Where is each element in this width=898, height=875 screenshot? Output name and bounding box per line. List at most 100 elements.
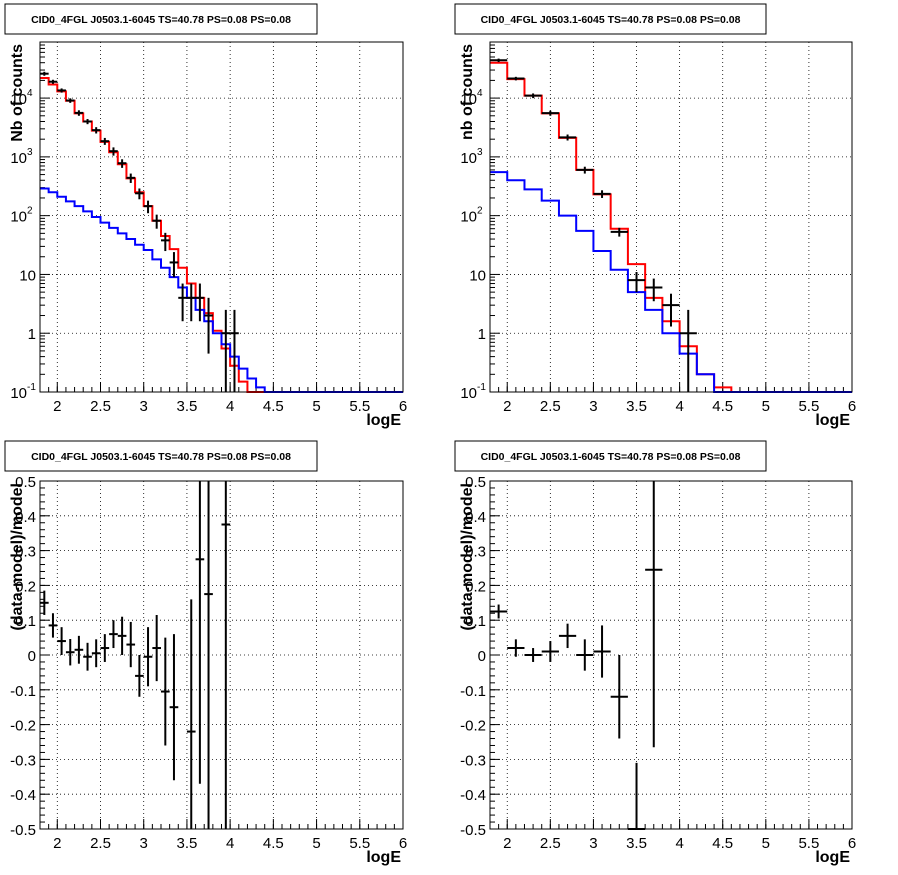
data-point: [195, 481, 205, 784]
data-point: [221, 481, 231, 829]
x-tick-label: 6: [848, 835, 856, 852]
x-tick-label: 2: [503, 835, 511, 852]
data-point: [593, 625, 611, 678]
x-tick-label: 2: [53, 835, 61, 852]
chart-title: CID0_4FGL J0503.1-6045 TS=40.78 PS=0.08 …: [31, 451, 291, 463]
y-tick-label: 1: [478, 326, 486, 343]
data-point: [109, 620, 118, 649]
y-tick-label: 0.5: [465, 474, 486, 491]
x-tick-label: 2.5: [540, 835, 561, 852]
x-tick-label: 6: [399, 835, 407, 852]
y-tick-label: 0: [28, 648, 36, 665]
data-point: [178, 283, 187, 322]
plot-frame: [39, 480, 404, 830]
data-point: [161, 637, 170, 746]
data-point: [100, 137, 110, 145]
data-point: [558, 623, 577, 649]
data-point: [490, 604, 508, 619]
x-tick-label: 5.5: [798, 835, 819, 852]
data-point: [100, 634, 110, 662]
y-tick-label-exponent: 4: [27, 88, 33, 99]
y-tick-label: 10: [19, 267, 36, 284]
y-tick-label-base: 10: [460, 150, 477, 167]
data-point: [204, 297, 213, 354]
data-point: [507, 639, 525, 657]
chart-title: CID0_4FGL J0503.1-6045 TS=40.78 PS=0.08 …: [481, 14, 741, 26]
data-point: [524, 93, 542, 99]
data-point: [126, 173, 136, 183]
y-tick-label: 0.1: [465, 613, 486, 630]
y-tick-label: 0.2: [15, 578, 36, 595]
y-tick-label: 1: [28, 326, 36, 343]
x-tick-label: 3.5: [176, 398, 197, 415]
data-point: [541, 641, 559, 662]
panel-bottom-left: 2 2.5 3 3.5 4 4.5 5 5.5 6 -0.5 -0.4 -0.3 -0.2 -0.1 0 0.…: [4, 440, 407, 866]
y-tick-label-base: 10: [10, 385, 27, 402]
data-point: [83, 642, 92, 671]
x-tick-label: 5.5: [349, 835, 370, 852]
data-point: [117, 159, 127, 168]
y-tick-label: -0.3: [10, 752, 36, 769]
x-tick-label: 4.5: [263, 835, 284, 852]
title-box: [4, 3, 318, 35]
x-tick-label: 3: [140, 835, 148, 852]
y-tick-label-base: 10: [460, 91, 477, 108]
y-axis-label: (data-model)/model: [459, 483, 476, 631]
x-tick-label: 4.5: [712, 398, 733, 415]
y-tick-label: 0.2: [465, 578, 486, 595]
data-point: [40, 71, 49, 76]
x-tick-label: 4.5: [263, 398, 284, 415]
y-tick-label: -0.1: [10, 683, 36, 700]
data-point: [524, 648, 542, 662]
data-point: [109, 147, 118, 156]
data-point: [558, 134, 577, 141]
data-point: [161, 232, 170, 252]
y-tick-label: 0: [478, 648, 486, 665]
y-tick-label: -0.5: [460, 822, 486, 839]
data-point: [204, 481, 213, 829]
data-point: [152, 214, 161, 229]
data-point: [143, 200, 153, 214]
plot-area: [490, 42, 852, 392]
data-point: [627, 272, 646, 293]
data-point: [186, 283, 196, 322]
data-point: [169, 252, 179, 278]
y-tick-label-base: 10: [10, 91, 27, 108]
data-point: [576, 639, 594, 671]
plot-frame: [39, 41, 404, 393]
data-point: [679, 309, 697, 392]
x-axis-label: logE: [815, 412, 850, 429]
x-tick-label: 2: [53, 398, 61, 415]
data-point: [57, 88, 66, 93]
data-point: [645, 481, 663, 748]
data-point: [83, 119, 92, 125]
y-axis-label: (data-model)/model: [9, 483, 26, 631]
data-point: [195, 283, 205, 322]
x-tick-label: 2.5: [540, 398, 561, 415]
x-tick-label: 5: [762, 398, 770, 415]
y-axis-label: nb of counts: [459, 44, 476, 140]
y-tick-label: -0.2: [460, 718, 486, 735]
x-axis-label: logE: [366, 412, 401, 429]
data-point: [40, 590, 49, 615]
data-point: [230, 309, 239, 392]
x-axis-label: logE: [815, 849, 850, 866]
y-tick-label-base: 10: [10, 209, 27, 226]
data-point: [610, 655, 628, 739]
y-tick-label-exponent: 3: [477, 147, 483, 158]
data-point: [221, 309, 231, 392]
x-tick-label: 4: [675, 835, 683, 852]
x-tick-label: 3.5: [626, 398, 647, 415]
y-tick-label: 0.3: [15, 544, 36, 561]
data-point: [126, 621, 136, 668]
x-tick-label: 2: [503, 398, 511, 415]
y-tick-label-base: 10: [460, 385, 477, 402]
x-tick-label: 6: [399, 398, 407, 415]
x-tick-label: 5: [762, 835, 770, 852]
x-tick-label: 3: [589, 835, 597, 852]
y-tick-label-exponent: 2: [477, 206, 483, 217]
data-point: [576, 166, 594, 174]
x-tick-label: 4: [226, 835, 234, 852]
x-tick-label: 3: [589, 398, 597, 415]
